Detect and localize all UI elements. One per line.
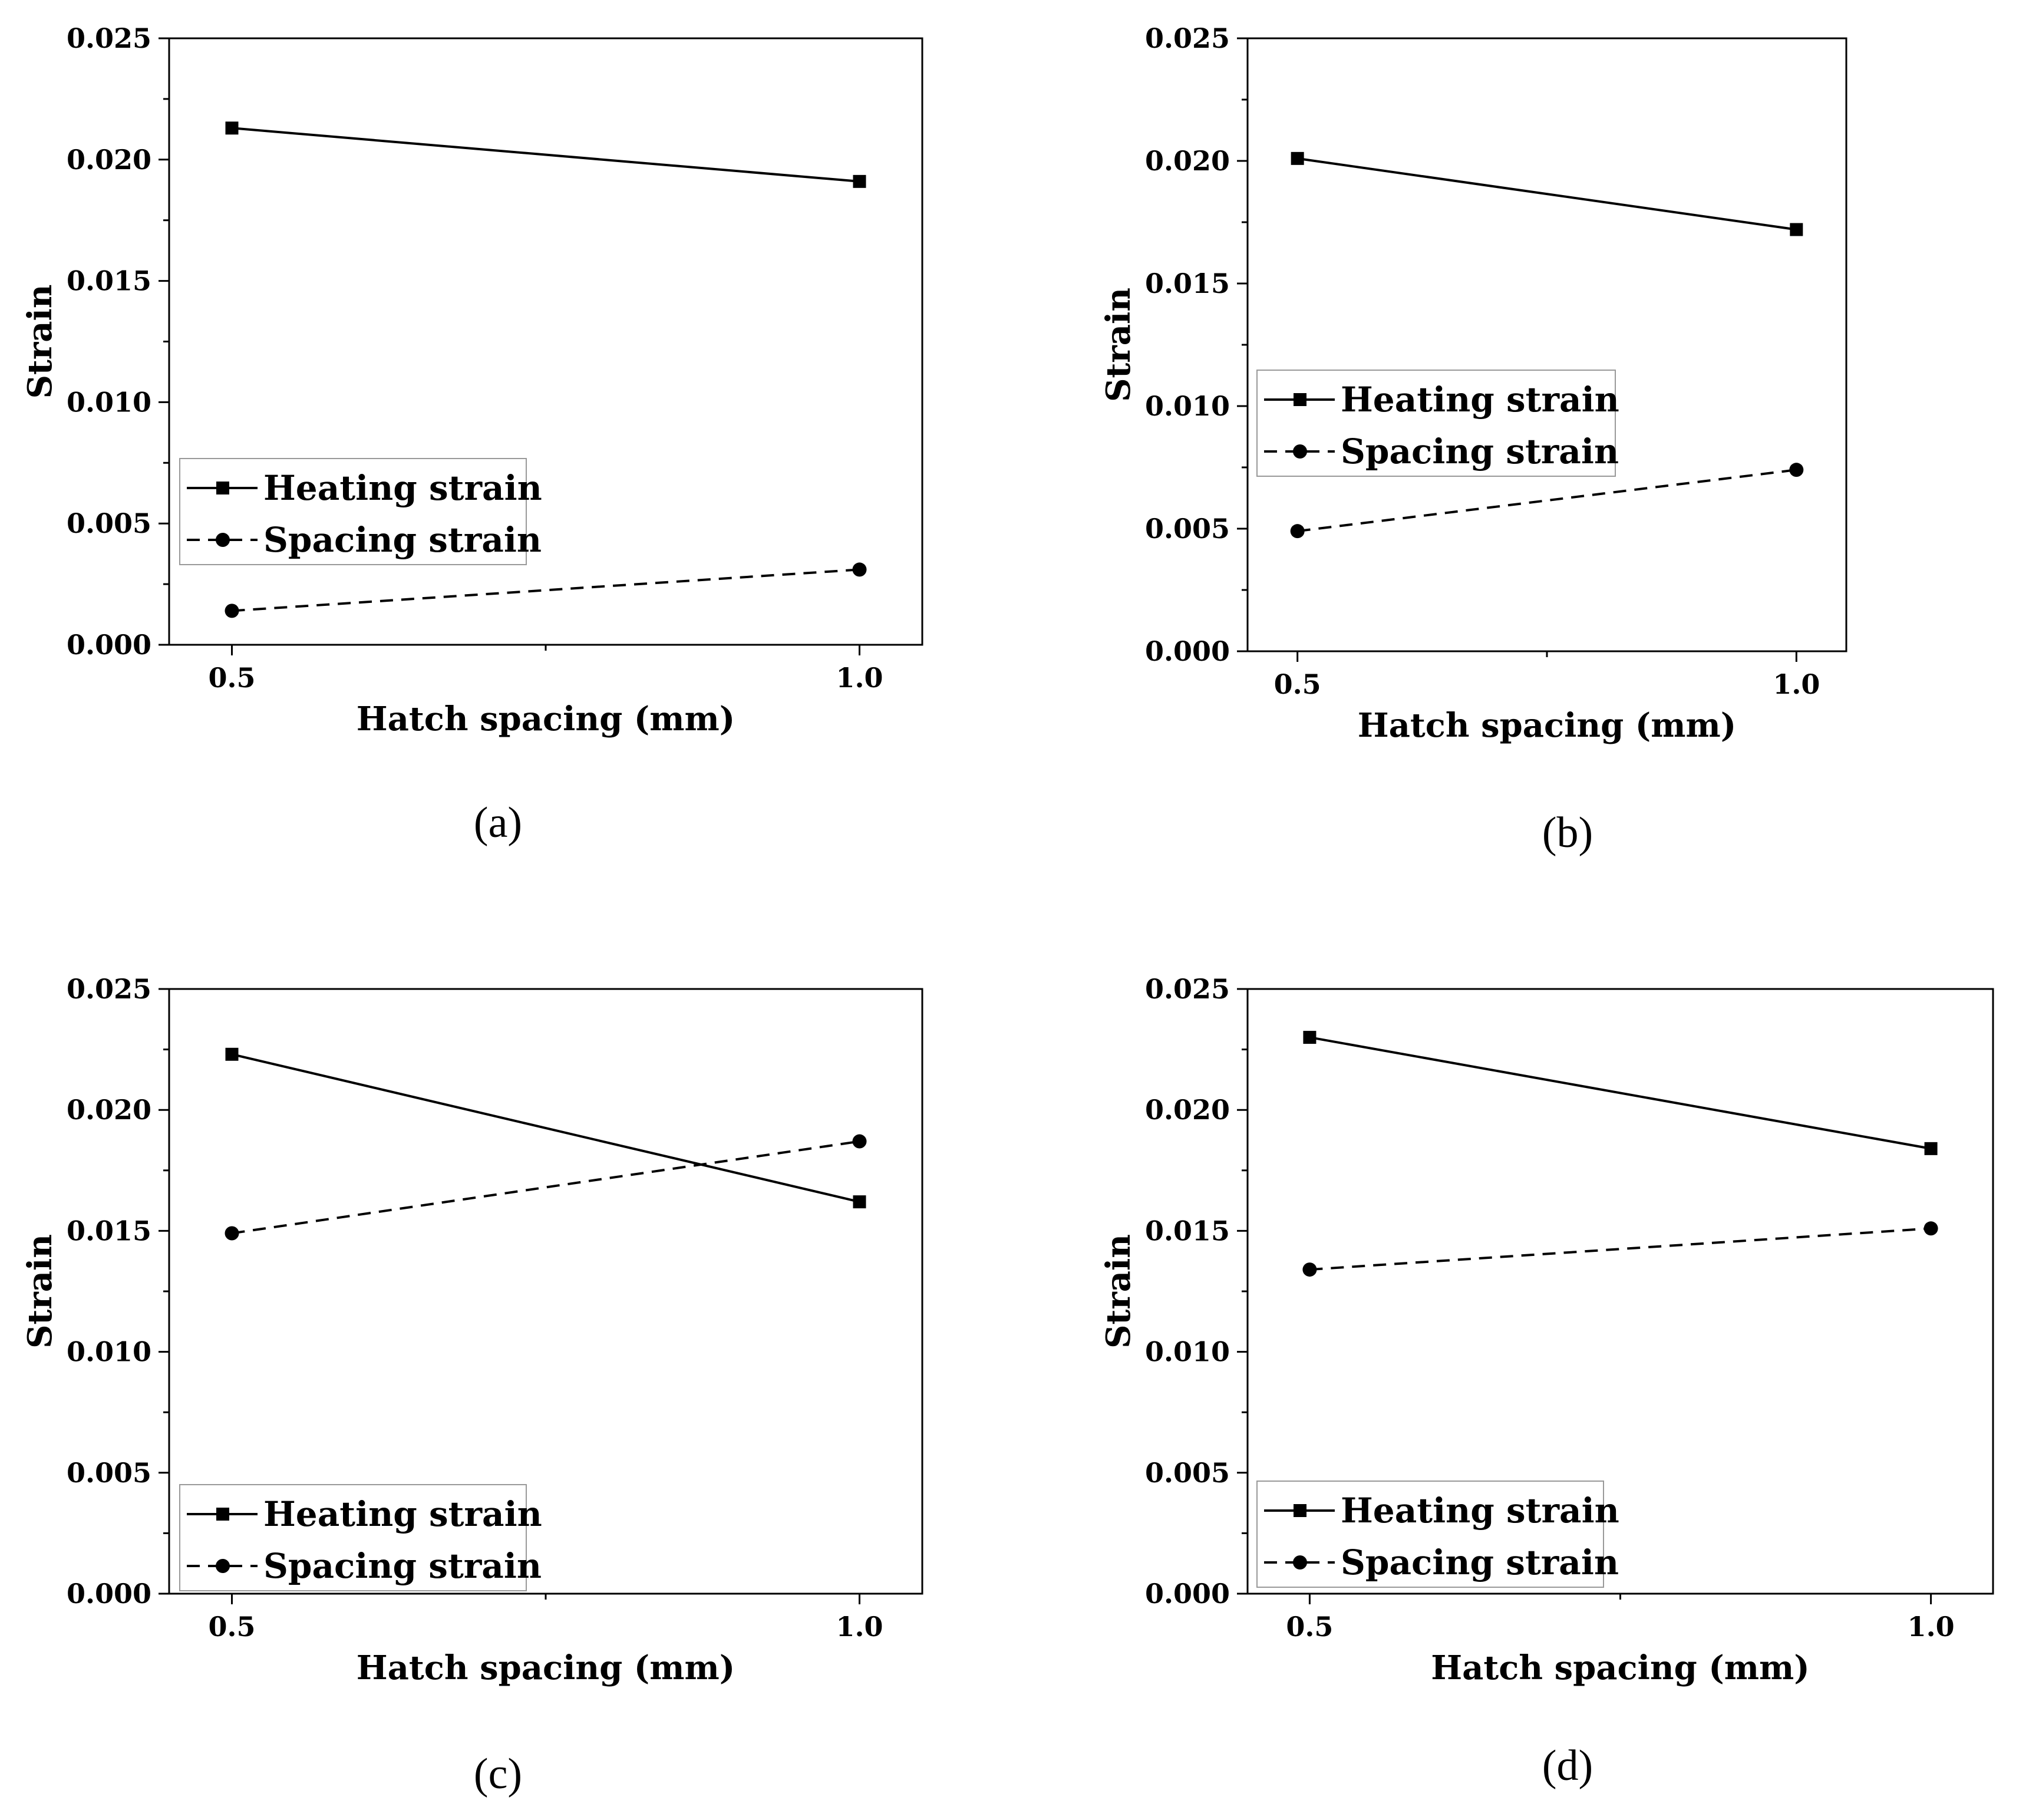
point-spacing-strain: [1290, 524, 1305, 539]
y-axis-title: Strain: [21, 284, 60, 398]
panel-label: (d): [1542, 1742, 1593, 1790]
y-tick-label: 0.000: [67, 1578, 151, 1610]
legend-label-heating: Heating strain: [263, 468, 542, 508]
y-tick-label: 0.000: [67, 629, 151, 661]
series-line-heating: [232, 127, 860, 183]
series-line-heating: [1309, 1036, 1931, 1150]
x-axis-title: Hatch spacing (mm): [357, 1648, 735, 1687]
legend-marker-square: [216, 1508, 229, 1521]
point-heating-strain: [225, 121, 239, 135]
y-tick-label: 0.020: [1145, 1094, 1230, 1126]
legend-marker-circle: [216, 1559, 230, 1573]
y-axis-title: Strain: [21, 1234, 60, 1348]
chart-panel-d: 0.000 0.005 0.010 0.015 0.020 0.025 0.5 1.0 Hatc…: [1020, 910, 2039, 1820]
legend-marker-square: [1294, 393, 1306, 406]
point-spacing-strain: [225, 604, 239, 618]
point-heating-strain: [225, 1047, 239, 1061]
y-tick-label: 0.000: [1145, 635, 1230, 667]
legend-label-heating: Heating strain: [1341, 1491, 1619, 1531]
point-heating-strain: [1303, 1031, 1317, 1044]
y-tick-label: 0.025: [1145, 973, 1230, 1005]
x-tick-label: 1.0: [1908, 1611, 1955, 1643]
y-tick-label: 0.025: [1145, 22, 1230, 54]
y-tick-label: 0.015: [1145, 1215, 1230, 1247]
y-tick-label: 0.010: [67, 386, 151, 418]
y-tick-label: 0.020: [1145, 145, 1230, 177]
y-tick-label: 0.020: [67, 144, 151, 176]
legend-label-spacing: Spacing strain: [263, 520, 542, 560]
y-tick-label: 0.010: [1145, 1336, 1230, 1368]
point-spacing-strain: [852, 562, 867, 577]
chart-svg-a: 0.000 0.005 0.010 0.015 0.020 0.025 0.5 1.0 Hatc…: [21, 22, 923, 847]
x-axis-title: Hatch spacing (mm): [357, 700, 735, 738]
chart-panel-b: 0.000 0.005 0.010 0.015 0.020 0.025 0.5 1.0 Hatc…: [1020, 0, 2039, 910]
y-tick-label: 0.005: [1145, 1457, 1230, 1489]
x-tick-label: 0.5: [208, 662, 255, 694]
legend-label-heating: Heating strain: [263, 1494, 542, 1534]
chart-panel-a: 0.000 0.005 0.010 0.015 0.020 0.025 0.5 1.0 Hatc…: [0, 0, 1020, 910]
legend-label-spacing: Spacing strain: [1341, 431, 1619, 472]
legend-marker-circle: [1293, 444, 1307, 459]
series-line-spacing: [232, 568, 860, 612]
legend-box: [1256, 1481, 1604, 1588]
legend-marker-square: [216, 482, 229, 494]
point-heating-strain: [1924, 1142, 1938, 1155]
legend-box: [179, 458, 527, 565]
x-tick-label: 0.5: [208, 1611, 255, 1643]
point-heating-strain: [1790, 223, 1803, 236]
y-tick-label: 0.010: [1145, 390, 1230, 422]
series-line-spacing: [1309, 1227, 1931, 1271]
x-tick-label: 1.0: [836, 662, 883, 694]
legend-box: [1256, 370, 1616, 477]
x-axis-title: Hatch spacing (mm): [1358, 706, 1737, 745]
y-tick-label: 0.015: [1145, 268, 1230, 299]
y-tick-label: 0.025: [67, 22, 151, 54]
point-heating-strain: [853, 174, 866, 188]
plot-frame: [1246, 37, 1847, 652]
x-tick-label: 1.0: [836, 1611, 883, 1643]
chart-svg-c: 0.000 0.005 0.010 0.015 0.020 0.025 0.5 1.0 Hatc…: [21, 973, 923, 1798]
y-tick-label: 0.010: [67, 1336, 151, 1368]
legend-label-heating: Heating strain: [1341, 380, 1619, 420]
x-tick-label: 0.5: [1286, 1611, 1333, 1643]
legend-label-spacing: Spacing strain: [1341, 1542, 1619, 1582]
series-line-heating: [1297, 157, 1797, 231]
legend-marker-square: [1294, 1504, 1306, 1517]
panel-label: (a): [474, 799, 522, 847]
legend-marker-circle: [1293, 1555, 1307, 1570]
legend-marker-circle: [216, 533, 230, 547]
y-tick-label: 0.015: [67, 1215, 151, 1247]
series-line-spacing: [232, 1140, 860, 1235]
series-line-spacing: [1297, 469, 1797, 533]
y-tick-label: 0.005: [1145, 513, 1230, 545]
y-tick-label: 0.000: [1145, 1578, 1230, 1610]
chart-panel-c: 0.000 0.005 0.010 0.015 0.020 0.025 0.5 1.0 Hatc…: [0, 910, 1020, 1820]
y-axis-title: Strain: [1099, 288, 1138, 402]
legend-box: [179, 1484, 527, 1591]
point-spacing-strain: [1789, 463, 1804, 477]
x-axis-title: Hatch spacing (mm): [1431, 1648, 1810, 1687]
x-tick-label: 1.0: [1773, 668, 1820, 700]
x-tick-label: 0.5: [1274, 668, 1321, 700]
point-heating-strain: [853, 1195, 866, 1209]
legend-label-spacing: Spacing strain: [263, 1546, 542, 1586]
y-axis-title: Strain: [1099, 1234, 1138, 1348]
y-tick-label: 0.020: [67, 1094, 151, 1126]
point-heating-strain: [1291, 151, 1304, 165]
point-spacing-strain: [1302, 1262, 1317, 1277]
panel-label: (c): [474, 1750, 522, 1798]
series-line-heating: [232, 1053, 860, 1204]
panel-label: (b): [1542, 809, 1593, 857]
point-spacing-strain: [1923, 1221, 1938, 1236]
chart-svg-b: 0.000 0.005 0.010 0.015 0.020 0.025 0.5 1.0 Hatc…: [1099, 22, 1847, 857]
y-tick-label: 0.015: [67, 265, 151, 297]
y-tick-label: 0.005: [67, 507, 151, 539]
y-tick-label: 0.005: [67, 1457, 151, 1489]
point-spacing-strain: [225, 1226, 239, 1241]
point-spacing-strain: [852, 1134, 867, 1149]
chart-svg-d: 0.000 0.005 0.010 0.015 0.020 0.025 0.5 1.0 Hatc…: [1099, 973, 1994, 1790]
y-tick-label: 0.025: [67, 973, 151, 1005]
